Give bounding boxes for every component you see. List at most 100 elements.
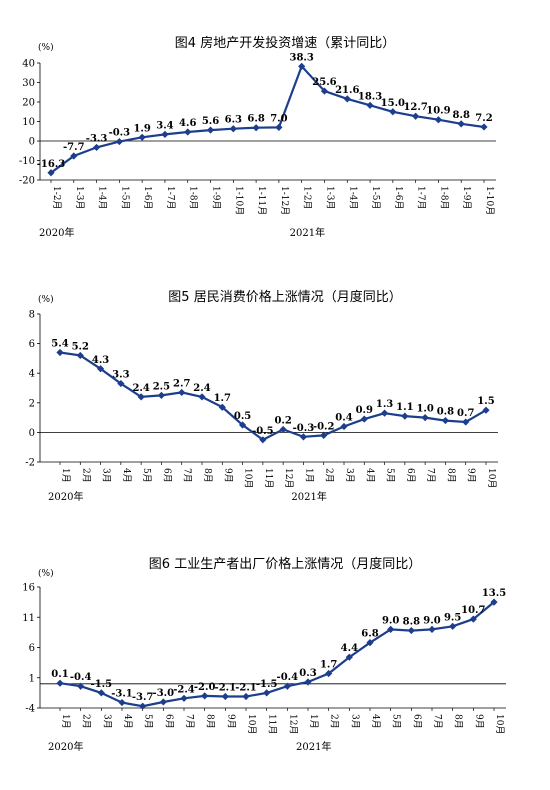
data-point [47, 169, 55, 177]
data-point [161, 130, 169, 138]
data-label: 2.7 [173, 378, 190, 389]
x-tick-label: 2月 [329, 714, 340, 729]
x-tick-label: 1-6月 [393, 186, 404, 210]
data-label: 9.5 [444, 612, 461, 623]
data-label: -0.5 [252, 426, 274, 437]
data-point [441, 416, 450, 425]
data-point [340, 422, 348, 431]
data-point [421, 414, 429, 422]
x-tick-label: 1-8月 [438, 186, 449, 210]
data-label: -0.3 [109, 128, 131, 139]
data-label: 6.3 [225, 115, 242, 126]
data-label: 0.7 [457, 408, 474, 419]
data-point [407, 626, 415, 635]
x-tick-label: 9月 [466, 468, 477, 483]
data-label: 25.6 [312, 77, 336, 88]
data-point [117, 379, 125, 388]
data-label: 3.4 [156, 120, 173, 131]
data-point [345, 653, 353, 661]
data-label: 5.4 [51, 338, 68, 349]
y-tick-label: 0 [29, 428, 35, 439]
data-label: 0.5 [234, 411, 251, 422]
data-label: 1.9 [133, 123, 150, 134]
x-tick-label: 1-6月 [142, 186, 153, 210]
data-label: 4.4 [341, 643, 358, 654]
y-tick-label: 20 [22, 98, 35, 109]
data-point [320, 87, 329, 95]
x-tick-label: 3月 [101, 714, 112, 729]
data-label: 13.5 [482, 588, 506, 599]
data-label: 1.5 [477, 396, 494, 407]
data-point [76, 351, 84, 360]
data-label: 12.7 [403, 102, 427, 113]
x-tick-label: 1月 [60, 714, 71, 729]
data-label: 2.4 [193, 383, 210, 394]
y-tick-label: 4 [29, 369, 35, 380]
data-point [242, 692, 250, 701]
chart-5: 图5 居民消费价格上涨情况（月度同比） (%) -2 0 2 4 6 8 1月 2月 3月 4月 5月 6… [25, 289, 498, 503]
data-label: -3.0 [153, 688, 175, 699]
y-tick-label: 30 [22, 78, 35, 89]
chart-title: 图4 房地产开发投资增速（累计同比） [175, 35, 395, 51]
x-tick-label: 1-7月 [416, 186, 427, 210]
data-point [138, 133, 146, 141]
x-tick-label: 8月 [445, 468, 456, 483]
y-unit-label: (%) [38, 294, 54, 305]
series-line [50, 64, 485, 174]
x-tick-label: 10月 [243, 468, 254, 488]
data-label: 1.7 [320, 660, 337, 671]
x-tick-label: 6月 [411, 714, 422, 729]
y-tick-label: 2 [29, 398, 35, 409]
x-tick-label: 4月 [121, 468, 132, 483]
y-tick-label: -10 [19, 156, 35, 167]
x-tick-label: 1-7月 [165, 186, 176, 210]
data-label: 2.5 [153, 381, 170, 392]
data-label: 0.1 [51, 669, 68, 680]
data-point [279, 425, 287, 434]
data-label: -0.4 [277, 672, 299, 683]
data-point [343, 95, 351, 103]
x-tick-label: 1月 [303, 468, 314, 483]
x-tick-label: 1-12月 [279, 186, 290, 215]
data-label: -0.2 [313, 421, 335, 432]
data-label: 9.0 [382, 615, 399, 626]
data-label: 0.3 [299, 668, 316, 679]
y-tick-label: 8 [29, 310, 35, 321]
series-line [59, 351, 487, 442]
x-tick-label: 7月 [432, 714, 443, 729]
x-tick-label: 5月 [385, 468, 396, 483]
x-tick-label: 12月 [287, 714, 298, 734]
y-tick-label: -2 [25, 458, 35, 469]
data-point [115, 137, 123, 146]
year-label: 2021年 [291, 490, 326, 503]
data-point [428, 625, 436, 633]
y-tick-label: 6 [29, 339, 35, 350]
data-label: 6.8 [361, 629, 378, 640]
x-tick-label: 9月 [222, 468, 233, 483]
data-point [70, 152, 78, 160]
x-tick-label: 1-10月 [484, 186, 495, 215]
data-label: 3.3 [112, 370, 129, 381]
x-tick-label: 10月 [486, 468, 497, 488]
data-point [221, 692, 229, 701]
year-label: 2020年 [39, 226, 74, 239]
x-tick-label: 2月 [81, 714, 92, 729]
data-point [259, 436, 267, 444]
x-tick-label: 1-2月 [51, 186, 62, 210]
data-point [469, 615, 477, 623]
y-tick-label: 11 [22, 613, 35, 624]
data-label: -7.7 [63, 142, 85, 153]
data-point [490, 598, 498, 606]
data-point [77, 682, 85, 690]
y-tick-label: 16 [22, 583, 35, 594]
chart-title: 图5 居民消费价格上涨情况（月度同比） [168, 289, 401, 305]
x-tick-label: 2月 [80, 468, 91, 483]
x-tick-label: 6月 [163, 714, 174, 729]
data-point [389, 108, 397, 116]
data-point [299, 433, 308, 441]
data-label: 4.3 [92, 355, 109, 366]
x-tick-label: 3月 [349, 714, 360, 729]
y-tick-label: -20 [19, 176, 35, 187]
x-tick-label: 1月 [60, 468, 71, 483]
data-label: 9.0 [423, 615, 440, 626]
